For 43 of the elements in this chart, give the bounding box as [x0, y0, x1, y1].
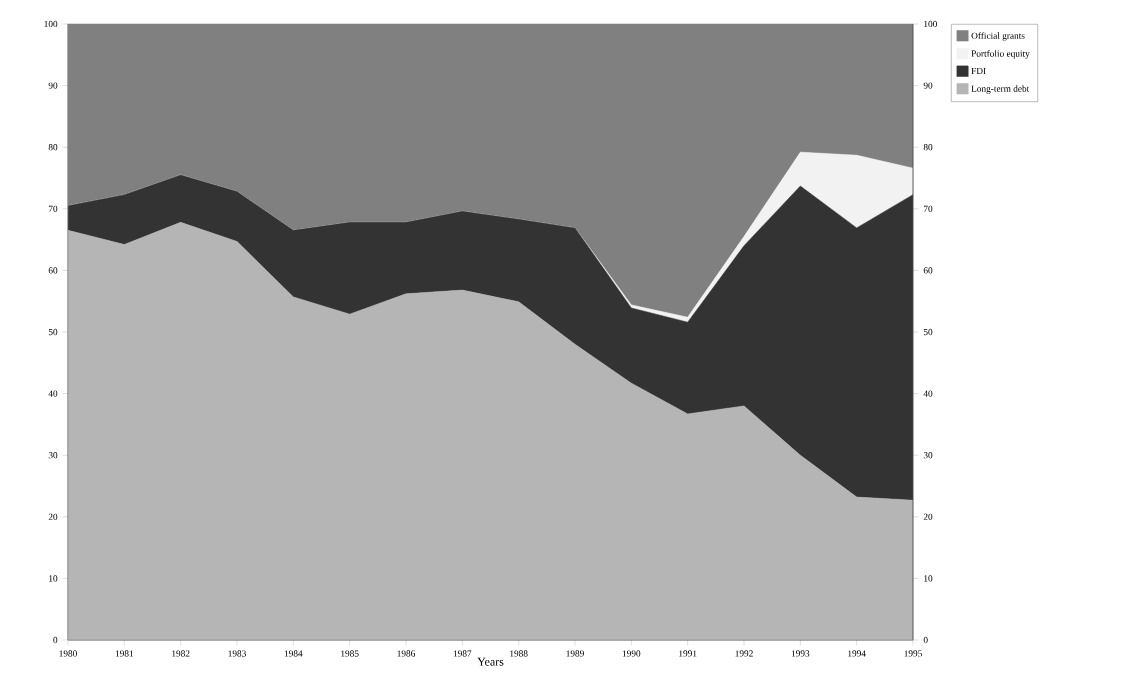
legend-label: FDI	[971, 67, 986, 75]
x-tick-label: 1985	[341, 650, 359, 657]
y2-tick-label: 10	[49, 575, 58, 582]
x-tick-label: 1993	[791, 650, 810, 657]
x-tick-label: 1995	[904, 650, 922, 657]
legend-label: Portfolio equity	[971, 50, 1030, 59]
x-axis-title: Years	[477, 657, 504, 666]
x-tick-label: 1986	[397, 650, 416, 657]
y2-tick-label: 40	[48, 390, 58, 397]
y-tick-label: 30	[923, 452, 933, 459]
legend-label: Long-term debt	[971, 85, 1030, 94]
y-tick-label: 20	[923, 513, 933, 520]
y2-tick-label: 30	[48, 452, 58, 459]
y-tick-label: 100	[924, 20, 937, 28]
y2-tick-label: 20	[48, 513, 58, 520]
x-tick-label: 1994	[848, 650, 866, 657]
x-tick-label: 1989	[566, 650, 584, 657]
y-tick-label: 90	[923, 82, 933, 89]
y-tick-label: 70	[923, 205, 933, 212]
x-tick-label: 1992	[735, 650, 753, 657]
y2-tick-label: 90	[48, 82, 58, 89]
x-tick-label: 1981	[115, 650, 134, 657]
y-tick-label: 40	[923, 390, 933, 397]
y2-tick-label: 60	[48, 267, 58, 274]
x-tick-label: 1988	[510, 650, 528, 657]
y-tick-label: 10	[924, 575, 933, 582]
legend-label: Official grants	[971, 32, 1025, 41]
y2-tick-label: 80	[48, 144, 58, 151]
x-tick-label: 1984	[284, 650, 303, 657]
y2-tick-label: 100	[44, 20, 58, 28]
y-tick-label: 60	[923, 267, 933, 274]
x-tick-label: 1983	[228, 650, 246, 657]
x-tick-label: 1982	[172, 650, 190, 657]
y2-tick-label: 0	[53, 636, 58, 644]
x-tick-label: 1990	[622, 650, 641, 657]
y-tick-label: 80	[923, 144, 933, 151]
x-tick-label: 1980	[59, 650, 77, 657]
y2-tick-label: 70	[48, 205, 58, 212]
y2-tick-label: 50	[48, 328, 58, 336]
y-tick-label: 0	[923, 636, 928, 644]
y-tick-label: 50	[923, 328, 933, 336]
x-tick-label: 1991	[679, 650, 697, 657]
x-tick-label: 1987	[453, 650, 472, 657]
